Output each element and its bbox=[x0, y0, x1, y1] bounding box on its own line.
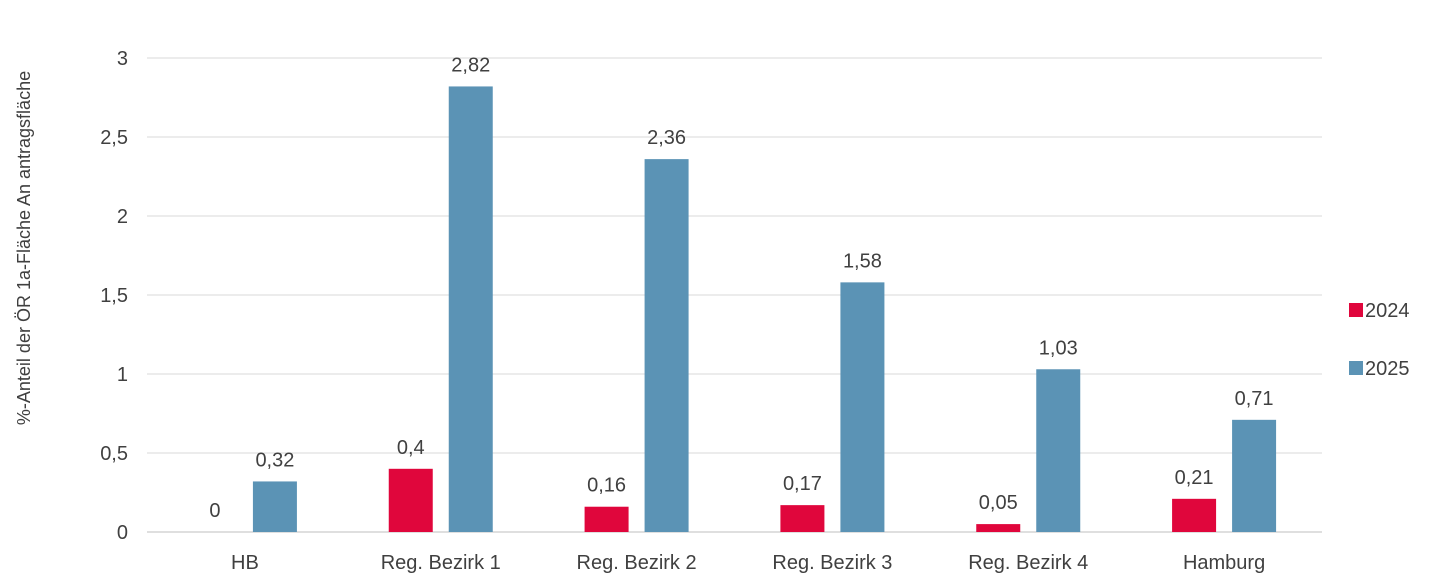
legend-label-2025: 2025 bbox=[1365, 358, 1410, 380]
y-tick-label: 0,5 bbox=[100, 443, 128, 465]
data-labels: 0 0,32 0,4 2,82 0,16 2,36 0,17 1,58 0,05 1,03 0,21… bbox=[209, 54, 1273, 522]
y-axis-ticks: 0 0,5 1 1,5 2 2,5 3 bbox=[100, 48, 128, 544]
data-label-2025-4: 1,03 bbox=[1039, 337, 1078, 359]
x-tick-label: Reg. Bezirk 4 bbox=[968, 552, 1088, 574]
bar-2025-4 bbox=[1036, 369, 1081, 532]
bars bbox=[252, 86, 1277, 532]
bar-2024-4 bbox=[976, 524, 1021, 532]
x-tick-label: Reg. Bezirk 3 bbox=[772, 552, 892, 574]
bar-2025-1 bbox=[448, 86, 493, 532]
data-label-2024-3: 0,17 bbox=[783, 473, 822, 495]
legend-label-2024: 2024 bbox=[1365, 300, 1410, 322]
x-tick-label: Reg. Bezirk 1 bbox=[381, 552, 501, 574]
bar-2024-2 bbox=[584, 506, 629, 532]
bar-2025-0 bbox=[252, 481, 297, 532]
y-tick-label: 1 bbox=[117, 364, 128, 386]
y-tick-label: 2 bbox=[117, 206, 128, 228]
x-axis-ticks: HB Reg. Bezirk 1 Reg. Bezirk 2 Reg. Bezirk … bbox=[231, 552, 1265, 574]
bar-2024-3 bbox=[780, 505, 825, 532]
bar-2024-1 bbox=[388, 468, 433, 532]
legend-swatch-2025 bbox=[1349, 361, 1363, 375]
bar-2025-5 bbox=[1232, 419, 1277, 532]
x-tick-label: Hamburg bbox=[1183, 552, 1265, 574]
data-label-2024-0: 0 bbox=[209, 500, 220, 522]
legend-swatch-2024 bbox=[1349, 303, 1363, 317]
bar-2025-3 bbox=[840, 282, 885, 532]
data-label-2025-5: 0,71 bbox=[1235, 388, 1274, 410]
y-tick-label: 3 bbox=[117, 48, 128, 70]
data-label-2025-2: 2,36 bbox=[647, 127, 686, 149]
data-label-2024-4: 0,05 bbox=[979, 492, 1018, 514]
gridlines bbox=[147, 57, 1322, 533]
y-tick-label: 0 bbox=[117, 522, 128, 544]
data-label-2025-1: 2,82 bbox=[451, 54, 490, 76]
data-label-2025-3: 1,58 bbox=[843, 250, 882, 272]
data-label-2025-0: 0,32 bbox=[255, 449, 294, 471]
bar-2024-5 bbox=[1172, 498, 1217, 532]
data-label-2024-2: 0,16 bbox=[587, 475, 626, 497]
y-tick-label: 2,5 bbox=[100, 127, 128, 149]
legend: 2024 2025 bbox=[1349, 300, 1410, 380]
bar-2025-2 bbox=[644, 159, 689, 532]
y-axis-title: %-Anteil der ÖR 1a-Fläche An antragsfläc… bbox=[14, 71, 34, 425]
y-tick-label: 1,5 bbox=[100, 285, 128, 307]
x-tick-label: Reg. Bezirk 2 bbox=[577, 552, 697, 574]
data-label-2024-1: 0,4 bbox=[397, 437, 425, 459]
x-tick-label: HB bbox=[231, 552, 259, 574]
data-label-2024-5: 0,21 bbox=[1175, 467, 1214, 489]
